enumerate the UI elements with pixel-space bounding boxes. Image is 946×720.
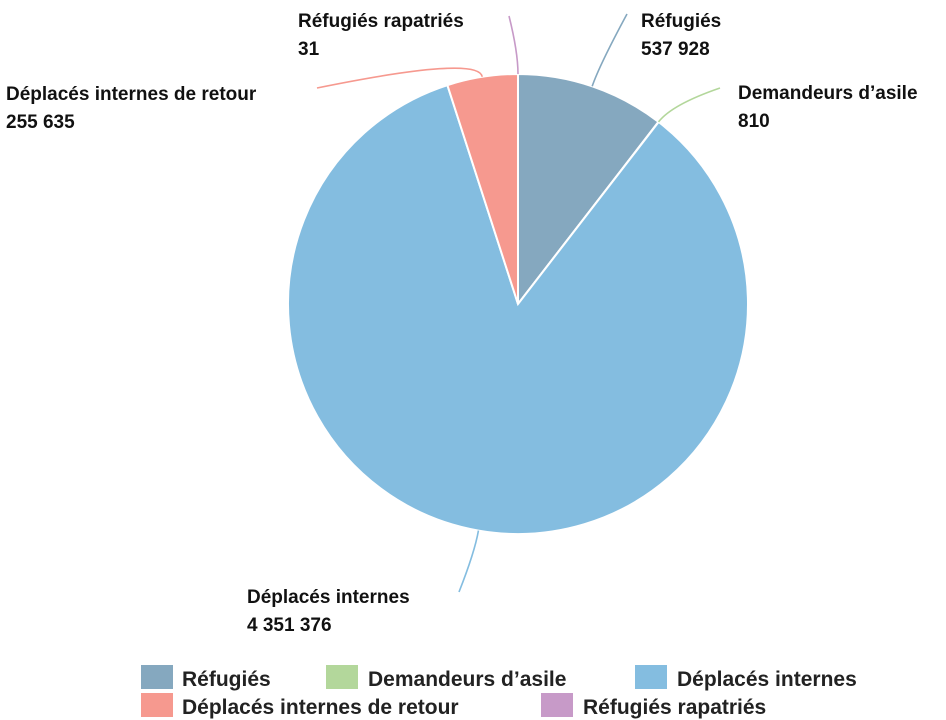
legend-label-refugies: Réfugiés (182, 668, 271, 691)
legend-swatch-deplaces (635, 665, 667, 689)
leader-line-refugies (591, 13, 628, 87)
slice-label-retour-value: 255 635 (6, 112, 75, 133)
slice-label-retour-name: Déplacés internes de retour (6, 84, 257, 105)
slice-label-demandeurs-name: Demandeurs d’asile (738, 83, 918, 104)
slice-label-refugies-name: Réfugiés (641, 11, 721, 32)
leader-lines (316, 13, 721, 593)
legend-label-demandeurs: Demandeurs d’asile (368, 668, 566, 691)
slice-labels: Réfugiés 537 928 Demandeurs d’asile 810 … (6, 11, 918, 636)
legend-label-rapatries: Réfugiés rapatriés (583, 696, 766, 719)
legend-label-deplaces: Déplacés internes (677, 668, 857, 691)
legend-label-retour: Déplacés internes de retour (182, 696, 459, 719)
leader-line-rapatries (508, 15, 519, 75)
leader-line-deplaces (458, 530, 480, 593)
legend-swatch-refugies (141, 665, 173, 689)
pie-slice-deplaces (287, 83, 749, 535)
legend-swatch-rapatries (541, 693, 573, 717)
leader-line-demandeurs (657, 87, 721, 123)
slice-label-demandeurs-value: 810 (738, 111, 770, 132)
legend: Réfugiés Demandeurs d’asile Déplacés int… (141, 665, 857, 719)
legend-swatch-retour (141, 693, 173, 717)
slice-label-refugies-value: 537 928 (641, 39, 710, 60)
legend-swatch-demandeurs (326, 665, 358, 689)
slice-label-deplaces-name: Déplacés internes (247, 587, 410, 608)
pie-slice-refugies (517, 72, 660, 307)
slice-label-deplaces-value: 4 351 376 (247, 615, 332, 636)
pie-slices (287, 72, 749, 535)
leader-line-retour (316, 67, 484, 89)
slice-label-rapatries-name: Réfugiés rapatriés (298, 11, 464, 32)
slice-label-rapatries-value: 31 (298, 39, 320, 60)
